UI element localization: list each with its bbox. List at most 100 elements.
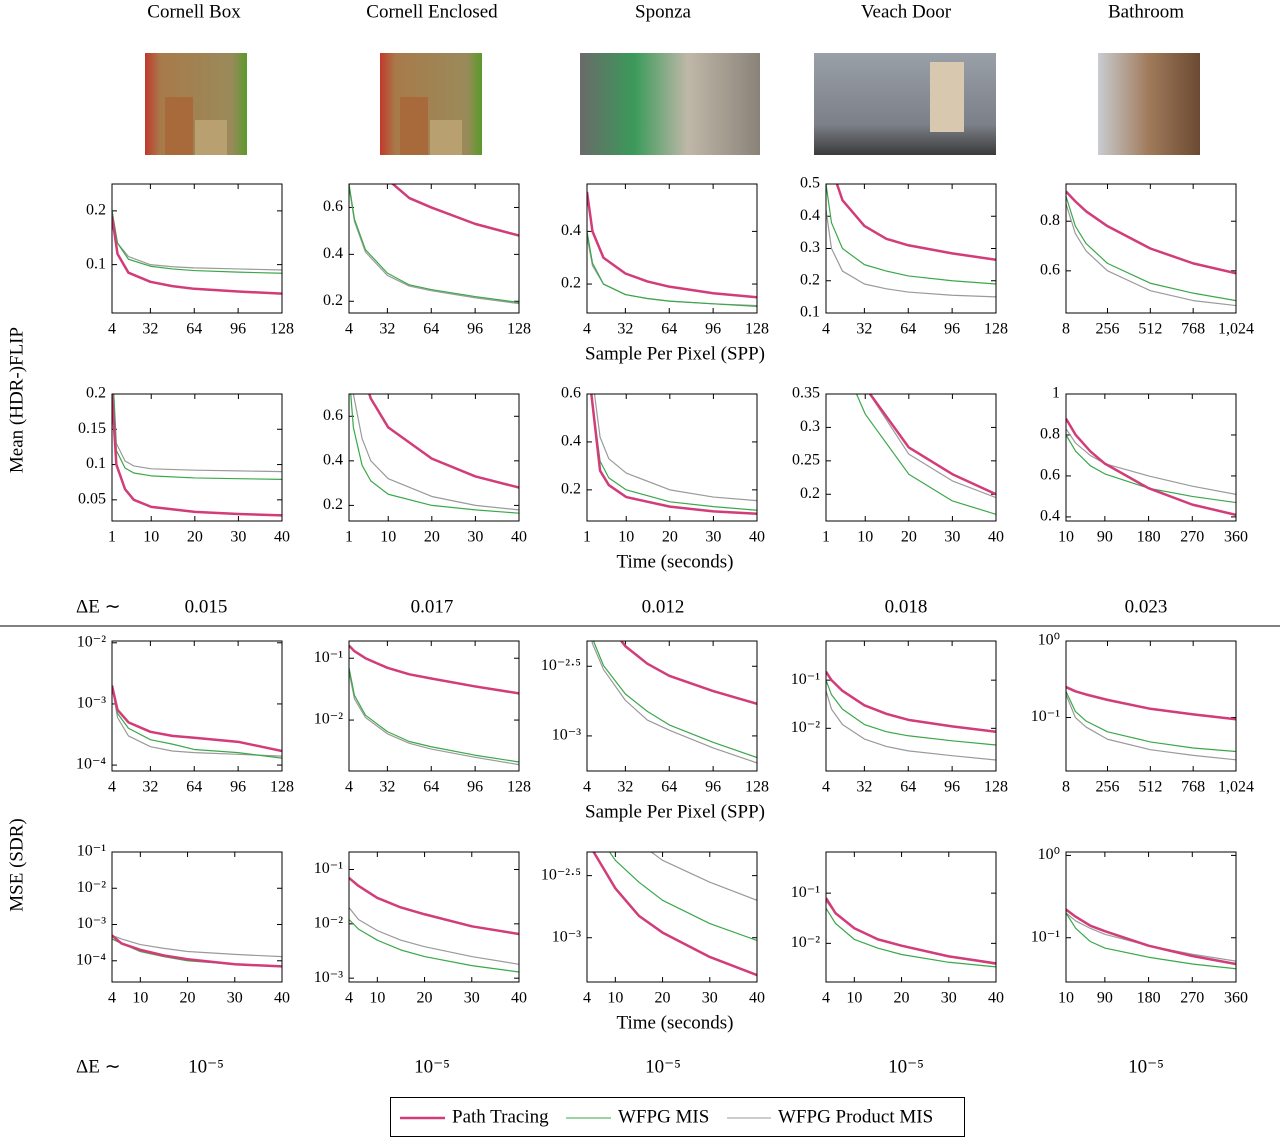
plot-frame bbox=[586, 851, 758, 983]
y-tick-label: 0.5 bbox=[800, 175, 820, 192]
series-line bbox=[868, 394, 996, 499]
x-tick-label: 96 bbox=[467, 779, 483, 796]
x-tick-label: 1 bbox=[345, 529, 353, 546]
y-tick-label: 0.2 bbox=[561, 481, 581, 498]
x-tick-label: 64 bbox=[661, 321, 677, 338]
y-tick-label: 10⁻⁴ bbox=[76, 756, 106, 773]
y-tick-label: 10⁻³ bbox=[77, 695, 106, 712]
series-line bbox=[349, 644, 519, 695]
series-line bbox=[112, 685, 282, 753]
x-tick-label: 128 bbox=[745, 779, 769, 796]
x-tick-label: 10 bbox=[132, 990, 148, 1007]
x-tick-label: 360 bbox=[1224, 529, 1248, 546]
x-tick-label: 10 bbox=[143, 529, 159, 546]
series-line bbox=[590, 394, 757, 511]
x-tick-label: 64 bbox=[661, 779, 677, 796]
x-tick-label: 4 bbox=[108, 990, 116, 1007]
x-axis-label: Sample Per Pixel (SPP) bbox=[585, 801, 765, 822]
series-line bbox=[352, 394, 519, 511]
series-line bbox=[113, 394, 282, 480]
x-tick-label: 30 bbox=[230, 529, 246, 546]
x-tick-label: 8 bbox=[1062, 321, 1070, 338]
row-label: MSE (SDR) bbox=[6, 818, 27, 911]
series-line bbox=[350, 394, 519, 514]
series-line bbox=[349, 919, 519, 973]
series-line bbox=[1066, 908, 1236, 966]
x-tick-label: 32 bbox=[379, 321, 395, 338]
series-line bbox=[826, 690, 996, 761]
y-tick-label: 0.4 bbox=[323, 452, 343, 469]
x-tick-label: 128 bbox=[984, 321, 1008, 338]
chart: 10⁻³ 10⁻²·⁵ 4 32 64 96 128 Sample Per Pixel (SP… bbox=[541, 640, 769, 822]
x-axis-label: Time (seconds) bbox=[617, 1012, 734, 1033]
y-tick-label: 10⁻² bbox=[77, 879, 106, 896]
delta-value: 0.017 bbox=[411, 596, 454, 617]
delta-value: 10⁻⁵ bbox=[1128, 1056, 1164, 1077]
y-tick-label: 10⁻³ bbox=[314, 969, 343, 986]
x-tick-label: 40 bbox=[511, 990, 527, 1007]
y-tick-label: 0.3 bbox=[800, 239, 820, 256]
thumbnail-detail bbox=[165, 97, 193, 155]
y-tick-label: 0.1 bbox=[86, 255, 106, 272]
y-tick-label: 0.2 bbox=[323, 292, 343, 309]
y-tick-label: 0.6 bbox=[323, 407, 343, 424]
x-tick-label: 30 bbox=[944, 529, 960, 546]
x-tick-label: 40 bbox=[988, 529, 1004, 546]
series-line bbox=[1066, 428, 1236, 495]
plot-frame bbox=[111, 640, 283, 772]
series-line bbox=[368, 394, 519, 489]
y-tick-label: 0.15 bbox=[78, 420, 106, 437]
x-tick-label: 96 bbox=[944, 321, 960, 338]
series-line bbox=[608, 852, 757, 942]
series-line bbox=[112, 394, 282, 517]
chart: 0.2 0.4 4 32 64 96 128 Sample Per Pixel (SPP) bbox=[561, 183, 769, 364]
x-tick-label: 64 bbox=[186, 779, 202, 796]
x-tick-label: 128 bbox=[507, 779, 531, 796]
x-tick-label: 30 bbox=[702, 990, 718, 1007]
series-line bbox=[1066, 694, 1236, 761]
legend-label: Path Tracing bbox=[452, 1106, 549, 1127]
thumbnail bbox=[814, 53, 996, 155]
y-tick-label: 0.8 bbox=[1040, 212, 1060, 229]
y-tick-label: 10⁻¹ bbox=[1031, 928, 1060, 945]
y-tick-label: 10⁻¹ bbox=[1031, 708, 1060, 725]
y-tick-label: 0.25 bbox=[792, 452, 820, 469]
column-title: Bathroom bbox=[1108, 1, 1184, 22]
y-tick-label: 0.3 bbox=[800, 418, 820, 435]
x-tick-label: 20 bbox=[662, 529, 678, 546]
y-tick-label: 0.1 bbox=[86, 455, 106, 472]
delta-value: 0.018 bbox=[885, 596, 928, 617]
thumbnail-detail bbox=[430, 120, 462, 155]
series-line bbox=[1066, 912, 1236, 962]
series-line bbox=[826, 679, 996, 746]
y-tick-label: 0.6 bbox=[1040, 261, 1060, 278]
x-tick-label: 4 bbox=[583, 321, 591, 338]
y-tick-label: 10⁻² bbox=[314, 915, 343, 932]
plot-frame bbox=[348, 851, 520, 983]
x-tick-label: 10 bbox=[1058, 990, 1074, 1007]
series-line bbox=[868, 394, 996, 496]
y-tick-label: 0.1 bbox=[800, 304, 820, 321]
series-line bbox=[592, 852, 757, 977]
series-line bbox=[349, 186, 519, 305]
plot-frame bbox=[586, 393, 758, 522]
plot-frame bbox=[1065, 393, 1237, 522]
x-tick-label: 8 bbox=[1062, 779, 1070, 796]
chart: 0.4 0.6 0.8 1 10 90 180 270 360 bbox=[1040, 385, 1248, 546]
series-line bbox=[826, 900, 996, 966]
x-tick-label: 32 bbox=[856, 321, 872, 338]
x-tick-label: 4 bbox=[108, 779, 116, 796]
x-tick-label: 128 bbox=[507, 321, 531, 338]
y-tick-label: 0.2 bbox=[800, 485, 820, 502]
x-tick-label: 4 bbox=[822, 321, 830, 338]
plot-frame bbox=[348, 183, 520, 314]
series-line bbox=[349, 876, 519, 936]
y-tick-label: 10⁻¹ bbox=[77, 843, 106, 860]
plot-frame bbox=[825, 393, 997, 522]
chart: 0.6 0.8 8 256 512 768 1,024 bbox=[1040, 183, 1254, 338]
column-title: Cornell Box bbox=[147, 1, 241, 22]
series-line bbox=[1066, 912, 1236, 970]
chart: 10⁻³ 10⁻²·⁵ 4 10 20 30 40 Time (seconds) bbox=[541, 851, 765, 1033]
x-tick-label: 20 bbox=[655, 990, 671, 1007]
series-line bbox=[835, 184, 996, 262]
